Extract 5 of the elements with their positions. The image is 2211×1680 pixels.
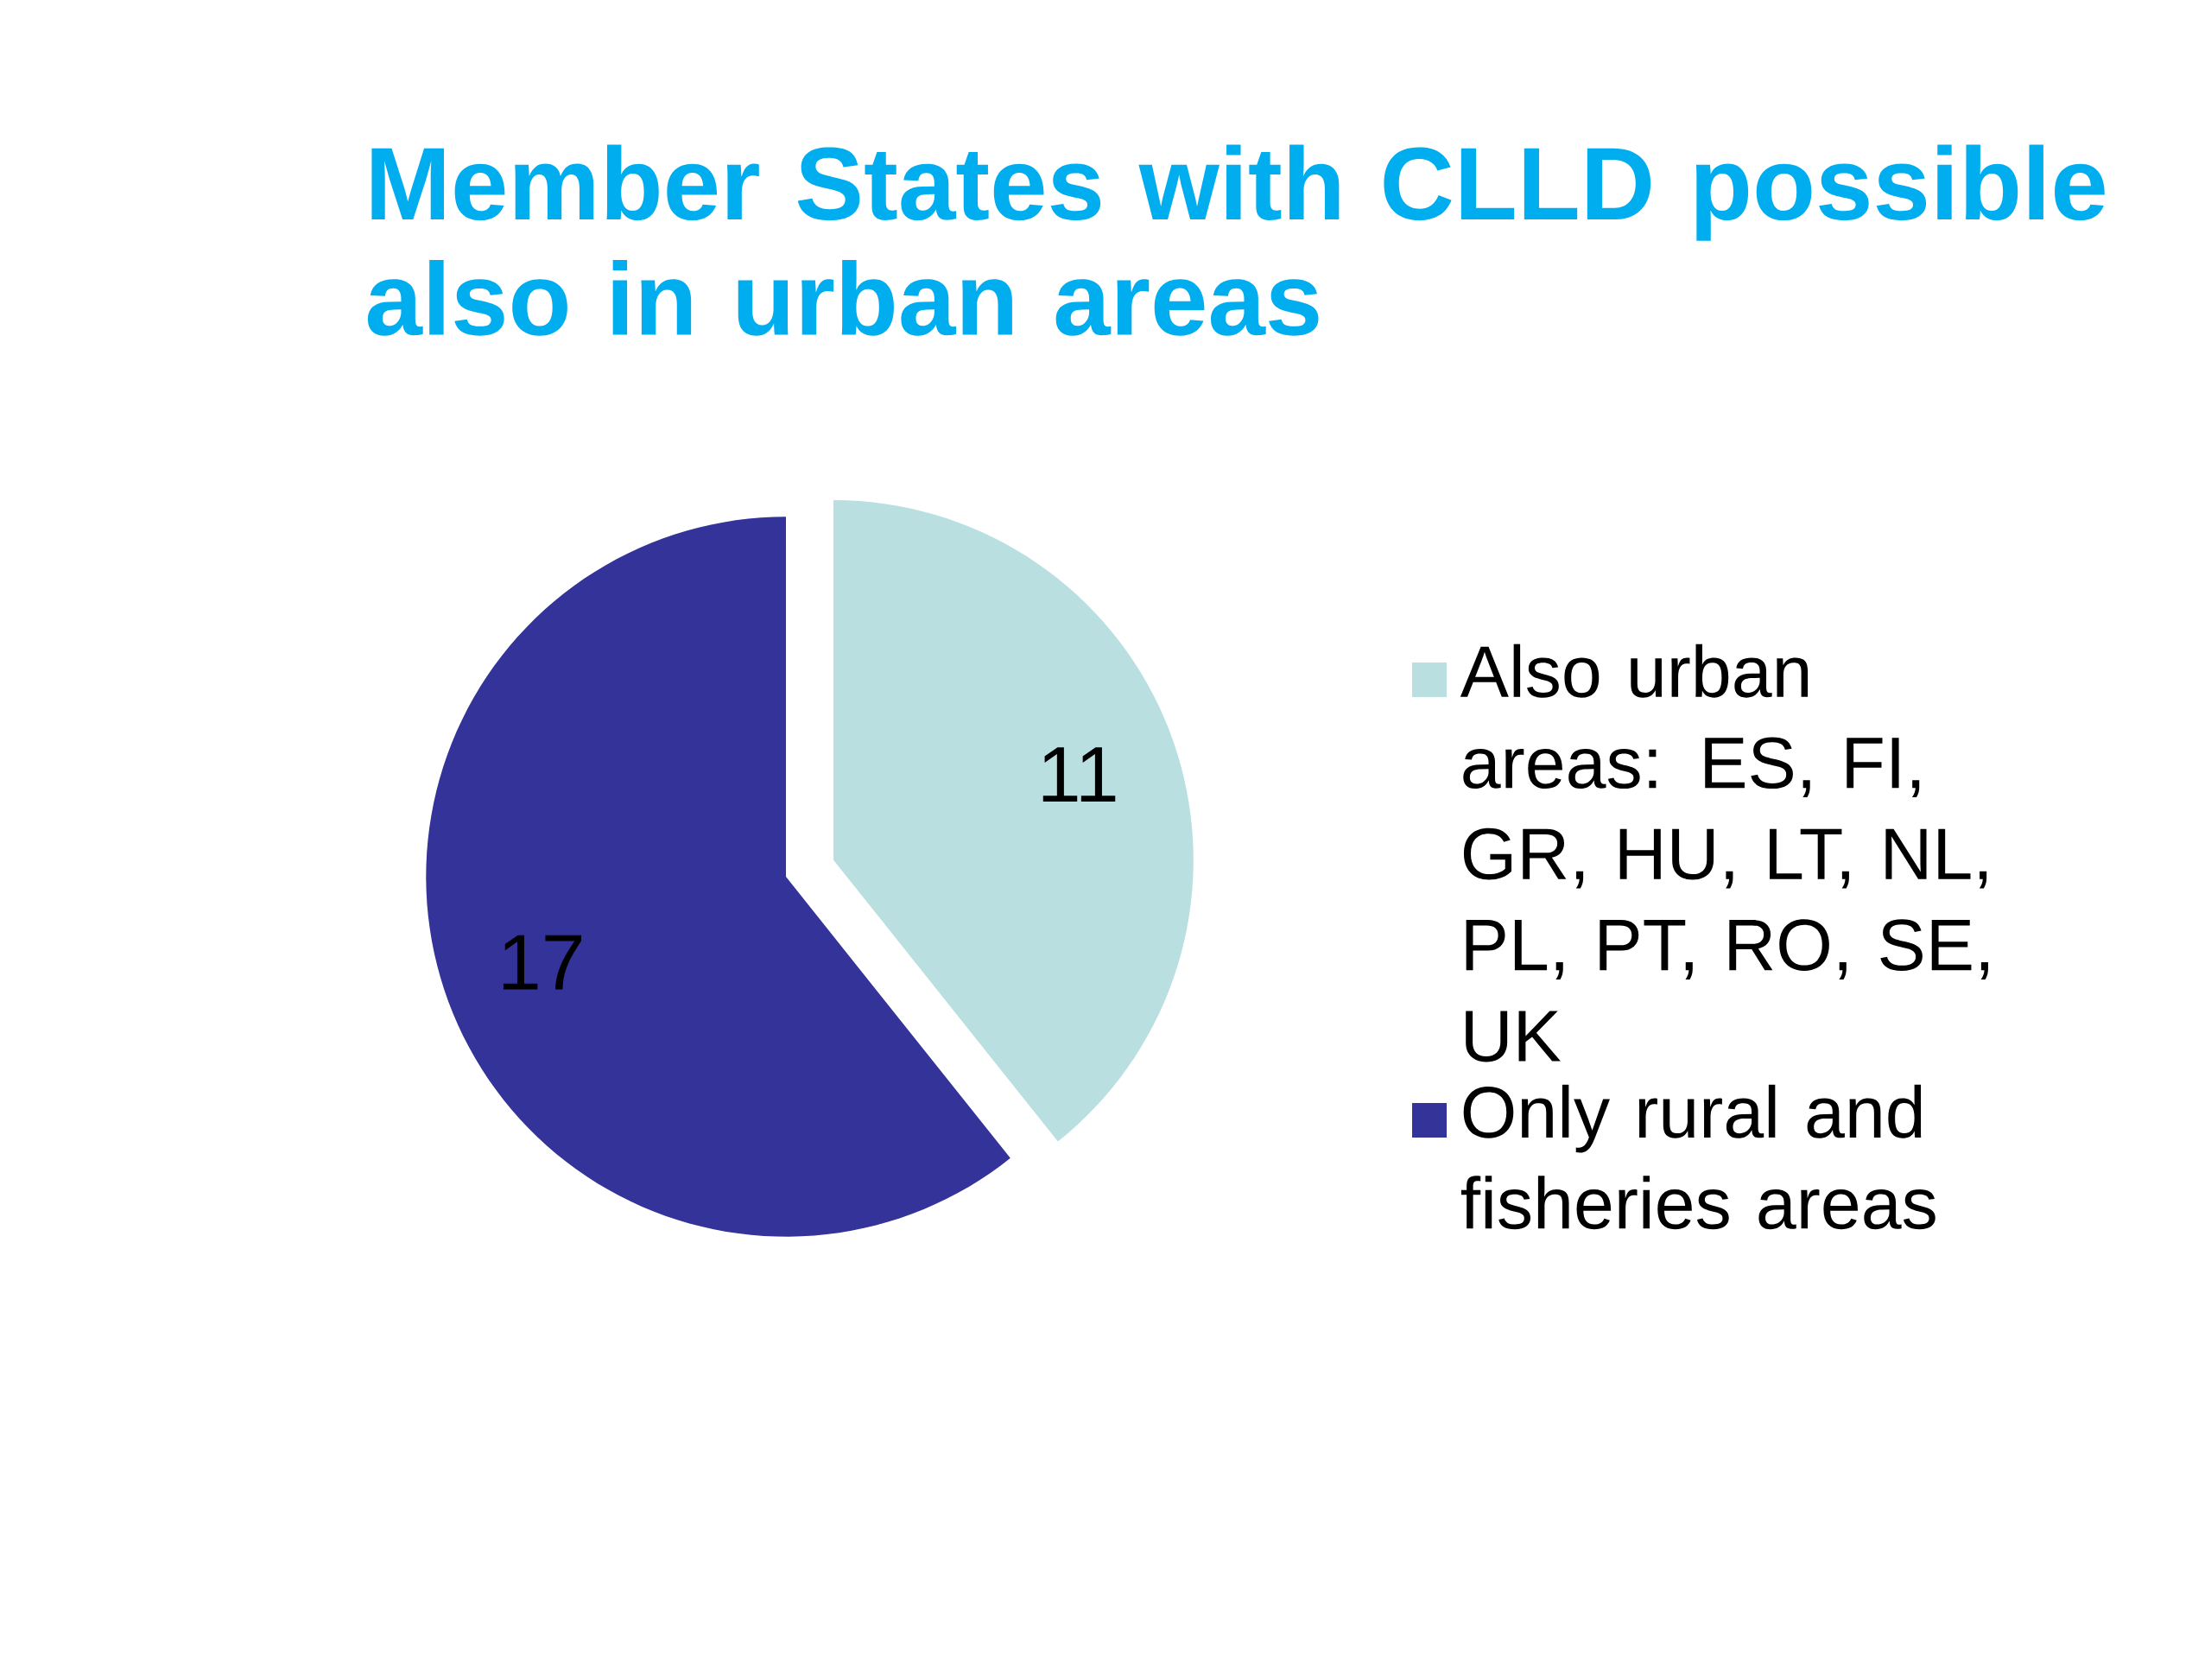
chart-title: Member States with CLLD possible also in urban areas <box>367 144 2105 336</box>
data-label: 17 <box>503 935 582 990</box>
data-label: 11 <box>1042 747 1116 802</box>
legend-label: Only rural and fisheries areas <box>1460 1084 1935 1230</box>
legend-label: Also urban areas: ES, FI, GR, HU, LT, NL, PL, PT, RO, SE, UK <box>1460 643 1988 1062</box>
